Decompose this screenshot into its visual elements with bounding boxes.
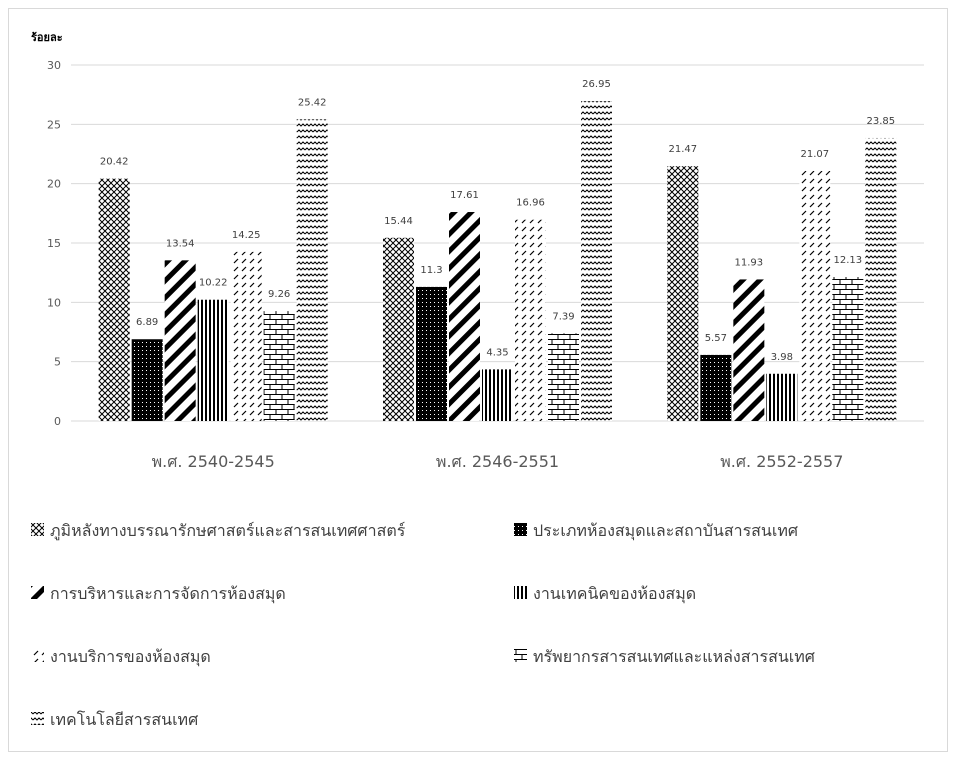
data-label: 15.44 [384, 216, 413, 227]
legend-swatch [514, 649, 527, 662]
y-tick-label: 15 [47, 237, 61, 250]
bar [515, 219, 546, 421]
legend-swatch [514, 586, 527, 599]
legend: ภูมิหลังทางบรรณารักษศาสตร์และสารสนเทศศาส… [31, 521, 815, 729]
bar [383, 237, 414, 421]
bar [799, 170, 831, 421]
bar [548, 333, 579, 421]
legend-swatch [31, 523, 44, 536]
data-labels: 20.42 6.89 13.54 10.22 14.25 9.26 25.42 15.44 11… [100, 79, 895, 363]
bar [416, 286, 447, 421]
legend-swatch [31, 649, 44, 662]
data-label: 11.3 [420, 265, 442, 276]
legend-label: การบริหารและการจัดการห้องสมุด [50, 584, 286, 604]
bar [131, 339, 163, 421]
data-label: 12.13 [834, 255, 863, 266]
data-label: 4.35 [486, 347, 508, 358]
data-label: 21.07 [801, 149, 830, 160]
chart-frame: ร้อยละ 0 5 10 15 20 25 30 20.42 6.89 13.54 10.22 1… [8, 8, 948, 752]
legend-label: งานเทคนิคของห้องสมุด [533, 584, 696, 604]
bar [581, 101, 612, 422]
legend-label: เทคโนโลยีสารสนเทศ [50, 710, 198, 729]
legend-label: ภูมิหลังทางบรรณารักษศาสตร์และสารสนเทศศาส… [50, 521, 406, 541]
data-label: 11.93 [735, 257, 764, 268]
category-labels: พ.ศ. 2540-2545 พ.ศ. 2546-2551 พ.ศ. 2552-25… [152, 452, 844, 471]
y-axis-label: ร้อยละ [31, 31, 63, 44]
bar [482, 369, 513, 421]
category-label: พ.ศ. 2552-2557 [720, 452, 843, 471]
data-label: 17.61 [450, 190, 479, 201]
data-label: 6.89 [136, 317, 158, 328]
legend-label: ทรัพยากรสารสนเทศและแหล่งสารสนเทศ [533, 647, 815, 666]
bar [865, 137, 897, 422]
y-tick-label: 0 [54, 415, 61, 428]
grouped-bar-chart: ร้อยละ 0 5 10 15 20 25 30 20.42 6.89 13.54 10.22 1… [31, 31, 924, 729]
data-label: 23.85 [867, 116, 896, 127]
bar [263, 311, 295, 421]
y-axis-ticks: 0 5 10 15 20 25 30 [47, 59, 61, 428]
y-tick-label: 10 [47, 296, 61, 309]
data-label: 16.96 [516, 198, 545, 209]
y-tick-label: 25 [47, 118, 61, 131]
legend-swatch [514, 523, 527, 536]
bar [700, 354, 732, 421]
data-label: 26.95 [582, 79, 611, 90]
legend-label: ประเภทห้องสมุดและสถาบันสารสนเทศ [533, 521, 798, 541]
data-label: 20.42 [100, 157, 129, 168]
bar [164, 260, 196, 421]
category-label: พ.ศ. 2540-2545 [152, 452, 275, 471]
bar [832, 277, 864, 421]
bar [197, 299, 229, 421]
data-label: 7.39 [552, 311, 574, 322]
data-label: 14.25 [232, 230, 261, 241]
bar [230, 251, 262, 421]
bar [449, 212, 480, 421]
data-label: 3.98 [771, 352, 793, 363]
y-tick-label: 30 [47, 59, 61, 72]
data-label: 25.42 [298, 97, 327, 108]
data-label: 13.54 [166, 238, 195, 249]
y-tick-label: 5 [54, 356, 61, 369]
bar [296, 119, 328, 421]
data-label: 9.26 [268, 289, 290, 300]
data-label: 21.47 [669, 144, 698, 155]
data-label: 5.57 [705, 333, 727, 344]
bar [98, 178, 130, 421]
category-label: พ.ศ. 2546-2551 [436, 452, 559, 471]
legend-label: งานบริการของห้องสมุด [50, 647, 211, 667]
bar [733, 279, 765, 421]
legend-swatch [31, 586, 44, 599]
legend-swatch [31, 712, 44, 725]
bars [98, 101, 897, 422]
bar [766, 373, 798, 421]
data-label: 10.22 [199, 278, 228, 289]
bar [667, 166, 699, 421]
y-tick-label: 20 [47, 178, 61, 191]
